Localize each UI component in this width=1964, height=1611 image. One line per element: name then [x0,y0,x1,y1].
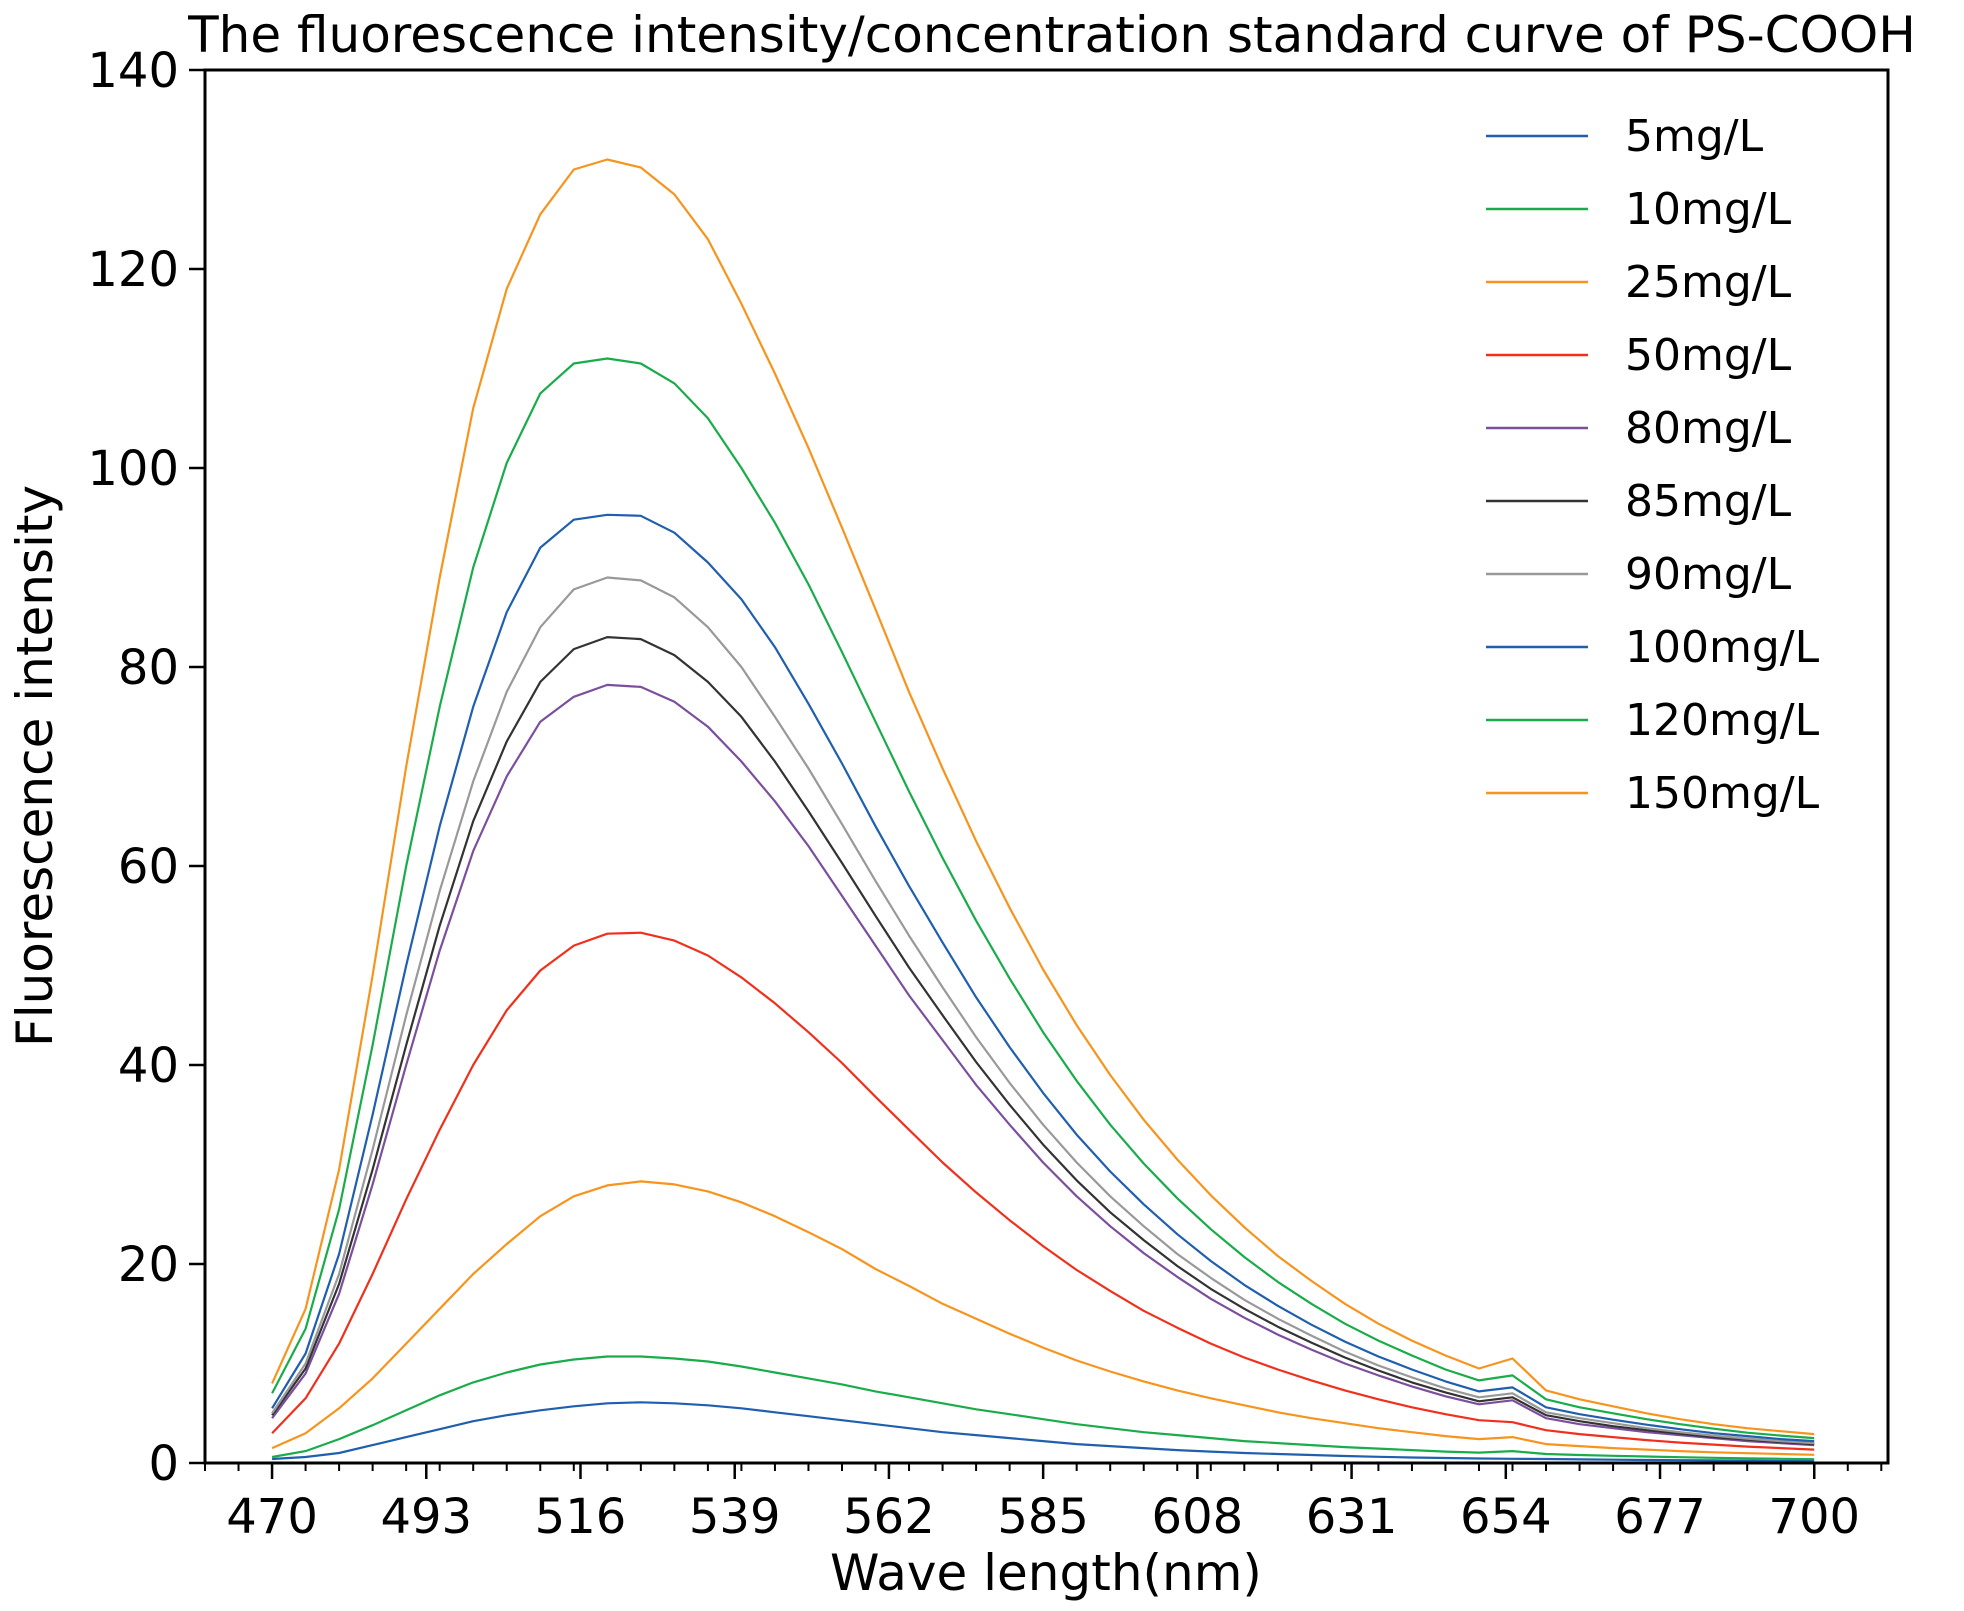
y-axis-label: Fluorescence intensity [6,485,64,1047]
legend-label: 80mg/L [1625,403,1792,454]
legend-label: 10mg/L [1625,184,1792,235]
y-tick-label: 140 [87,43,179,99]
series-line-90mgl [271,576,1815,1445]
plot-frame [203,68,1890,1465]
legend-label: 50mg/L [1625,330,1792,381]
x-tick-label: 677 [1614,1489,1706,1545]
x-tick-label: 585 [997,1489,1089,1545]
x-axis: 470 493 516 539 562 585 608 631 654 677 700 [204,1463,1883,1545]
x-tick-label: 654 [1460,1489,1552,1545]
series-line-25mgl [271,1180,1815,1456]
series-line-10mgl [271,1355,1815,1461]
legend-label: 150mg/L [1625,768,1820,819]
y-tick-label: 100 [87,441,179,497]
series-line-150mgl [271,158,1815,1436]
plot-lines [271,158,1815,1463]
legend-label: 90mg/L [1625,549,1792,600]
legend-label: 100mg/L [1625,622,1820,673]
chart-title: The fluorescence intensity/concentration… [187,6,1916,64]
series-line-50mgl [271,931,1815,1451]
legend-label: 85mg/L [1625,476,1792,527]
legend-label: 120mg/L [1625,695,1820,746]
legend-label: 25mg/L [1625,257,1792,308]
legend-label: 5mg/L [1625,111,1764,162]
x-tick-label: 608 [1152,1489,1244,1545]
x-tick-label: 631 [1306,1489,1398,1545]
series-line-80mgl [271,683,1815,1447]
y-tick-label: 40 [118,1038,179,1094]
legend: 5mg/L 10mg/L 25mg/L 50mg/L 80mg/L 85mg/L 90mg/… [1486,111,1820,819]
y-tick-label: 0 [148,1436,179,1492]
series-line-100mgl [271,513,1815,1443]
y-axis: 0 20 40 60 80 100 120 140 [87,43,205,1492]
y-tick-label: 120 [87,242,179,298]
x-tick-label: 516 [535,1489,627,1545]
x-tick-label: 700 [1768,1489,1860,1545]
series-line-85mgl [271,636,1815,1446]
x-tick-label: 470 [226,1489,318,1545]
y-tick-label: 60 [118,839,179,895]
series-line-120mgl [271,357,1815,1440]
x-axis-label: Wave length(nm) [830,1544,1262,1602]
x-tick-label: 562 [843,1489,935,1545]
x-tick-label: 539 [689,1489,781,1545]
y-tick-label: 80 [118,640,179,696]
x-tick-label: 493 [380,1489,472,1545]
y-tick-label: 20 [118,1237,179,1293]
series-line-5mgl [272,1401,1815,1463]
